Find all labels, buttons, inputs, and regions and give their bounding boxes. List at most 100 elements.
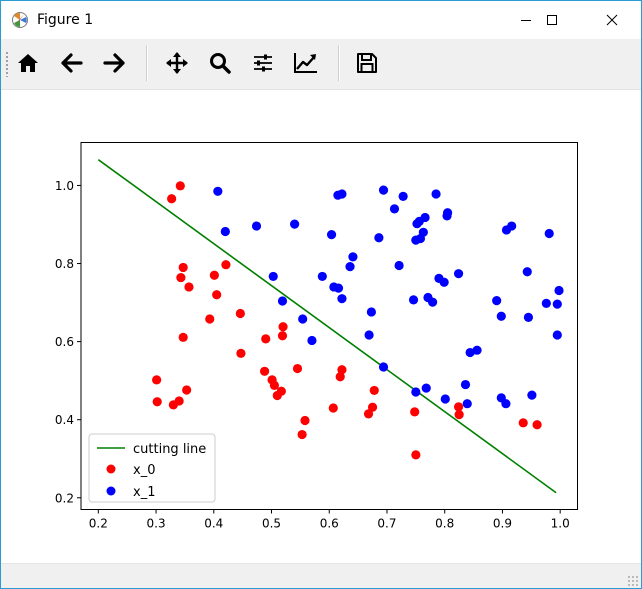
data-point-x1 bbox=[420, 212, 430, 223]
home-icon bbox=[18, 54, 38, 72]
configure-subplots-button[interactable] bbox=[247, 47, 279, 79]
data-point-x0 bbox=[182, 385, 192, 395]
zoom-button[interactable] bbox=[204, 47, 236, 79]
data-point-x0 bbox=[236, 348, 246, 358]
toolbar-grip[interactable] bbox=[5, 51, 9, 77]
maximize-button[interactable] bbox=[529, 1, 575, 39]
x-tick-label: 0.3 bbox=[147, 517, 166, 531]
data-point-x1 bbox=[442, 211, 452, 221]
pan-icon bbox=[166, 52, 188, 74]
y-tick-label: 0.8 bbox=[55, 257, 74, 271]
figure-canvas[interactable]: 0.2 0.3 0.4 0.5 0.6 0.7 0.8 0.9 1.0 0.2 0.4 0.6 0.8 1… bbox=[1, 90, 641, 563]
data-point-x1 bbox=[333, 283, 344, 293]
data-point-x1 bbox=[552, 330, 562, 340]
x-tick-label: 0.8 bbox=[435, 517, 454, 531]
data-point-x1 bbox=[337, 294, 347, 304]
data-point-x0 bbox=[335, 372, 345, 382]
data-point-x1 bbox=[348, 252, 358, 262]
data-point-x0 bbox=[292, 363, 303, 374]
data-point-x0 bbox=[410, 407, 420, 417]
data-point-x0 bbox=[328, 403, 338, 413]
y-tick-label: 1.0 bbox=[55, 179, 74, 193]
data-point-x0 bbox=[363, 409, 374, 419]
data-point-x1 bbox=[389, 204, 400, 214]
edit-axis-button[interactable] bbox=[290, 47, 322, 79]
data-point-x1 bbox=[220, 226, 230, 237]
data-point-x1 bbox=[501, 399, 511, 409]
maximize-icon bbox=[547, 15, 557, 25]
data-point-x1 bbox=[378, 362, 389, 372]
toolbar-separator bbox=[146, 45, 148, 81]
data-point-x1 bbox=[541, 298, 551, 308]
data-point-x1 bbox=[337, 189, 347, 199]
x-tick-label: 0.7 bbox=[377, 517, 396, 531]
data-point-x1 bbox=[411, 387, 421, 397]
forward-button[interactable] bbox=[98, 47, 130, 79]
save-icon bbox=[357, 53, 377, 73]
data-point-x0 bbox=[337, 365, 347, 375]
x-tick-label: 0.4 bbox=[204, 517, 223, 531]
back-button[interactable] bbox=[56, 47, 88, 79]
legend-label-x0: x_0 bbox=[133, 463, 155, 478]
data-point-x1 bbox=[398, 191, 408, 201]
home-button[interactable] bbox=[12, 47, 44, 79]
status-bar bbox=[1, 563, 641, 588]
scatter-chart[interactable]: 0.2 0.3 0.4 0.5 0.6 0.7 0.8 0.9 1.0 0.2 0.4 0.6 0.8 1… bbox=[1, 90, 641, 563]
data-point-x0 bbox=[297, 429, 307, 440]
data-point-x0 bbox=[152, 397, 162, 407]
close-icon bbox=[606, 14, 618, 26]
data-point-x0 bbox=[178, 262, 188, 273]
data-point-x0 bbox=[411, 450, 421, 460]
data-point-x1 bbox=[460, 379, 471, 390]
data-point-x1 bbox=[268, 271, 278, 282]
legend: cutting line x_0 x_1 bbox=[88, 433, 216, 503]
data-point-x0 bbox=[174, 396, 184, 406]
x-tick-label: 0.2 bbox=[89, 517, 108, 531]
data-point-x0 bbox=[532, 420, 542, 430]
data-point-x1 bbox=[440, 394, 450, 404]
zoom-icon bbox=[210, 53, 231, 74]
data-point-x0 bbox=[269, 380, 280, 390]
data-point-x1 bbox=[439, 277, 449, 287]
x-tick-label: 0.5 bbox=[262, 517, 281, 531]
data-point-x1 bbox=[421, 383, 431, 393]
data-point-x1 bbox=[366, 307, 376, 317]
data-point-x1 bbox=[492, 296, 502, 306]
data-point-x0 bbox=[235, 308, 245, 319]
data-point-x0 bbox=[167, 194, 177, 204]
data-point-x1 bbox=[501, 225, 512, 235]
data-point-x0 bbox=[272, 390, 282, 401]
close-button[interactable] bbox=[589, 1, 635, 39]
save-button[interactable] bbox=[351, 47, 383, 79]
data-point-x0 bbox=[277, 331, 288, 341]
data-point-x1 bbox=[453, 269, 464, 279]
data-point-x1 bbox=[554, 285, 564, 296]
data-point-x1 bbox=[251, 221, 262, 231]
pan-button[interactable] bbox=[161, 47, 193, 79]
data-point-x1 bbox=[317, 271, 327, 282]
x-tick-label: 0.6 bbox=[320, 517, 339, 531]
data-point-x1 bbox=[496, 311, 506, 321]
toolbar-separator bbox=[338, 45, 340, 81]
minimize-button[interactable] bbox=[503, 1, 549, 39]
data-point-x0 bbox=[454, 410, 464, 420]
navigation-toolbar bbox=[1, 39, 641, 90]
data-point-x1 bbox=[394, 260, 404, 271]
title-bar[interactable]: Figure 1 bbox=[1, 1, 641, 39]
data-point-x1 bbox=[427, 297, 438, 307]
y-tick-label: 0.2 bbox=[55, 491, 74, 505]
cutting-line bbox=[97, 159, 557, 494]
y-tick-label: 0.4 bbox=[55, 413, 74, 427]
resize-grip[interactable] bbox=[627, 575, 639, 587]
data-point-x0 bbox=[518, 418, 528, 428]
axes-frame bbox=[80, 142, 578, 510]
data-point-x1 bbox=[408, 295, 419, 305]
data-point-x1 bbox=[277, 296, 288, 306]
data-point-x1 bbox=[472, 345, 482, 355]
data-point-x1 bbox=[465, 347, 475, 358]
data-point-x1 bbox=[345, 262, 355, 272]
data-point-x1 bbox=[374, 233, 384, 243]
data-point-x0 bbox=[212, 290, 222, 300]
data-point-x0 bbox=[367, 402, 378, 412]
legend-label-x1: x_1 bbox=[133, 485, 155, 500]
